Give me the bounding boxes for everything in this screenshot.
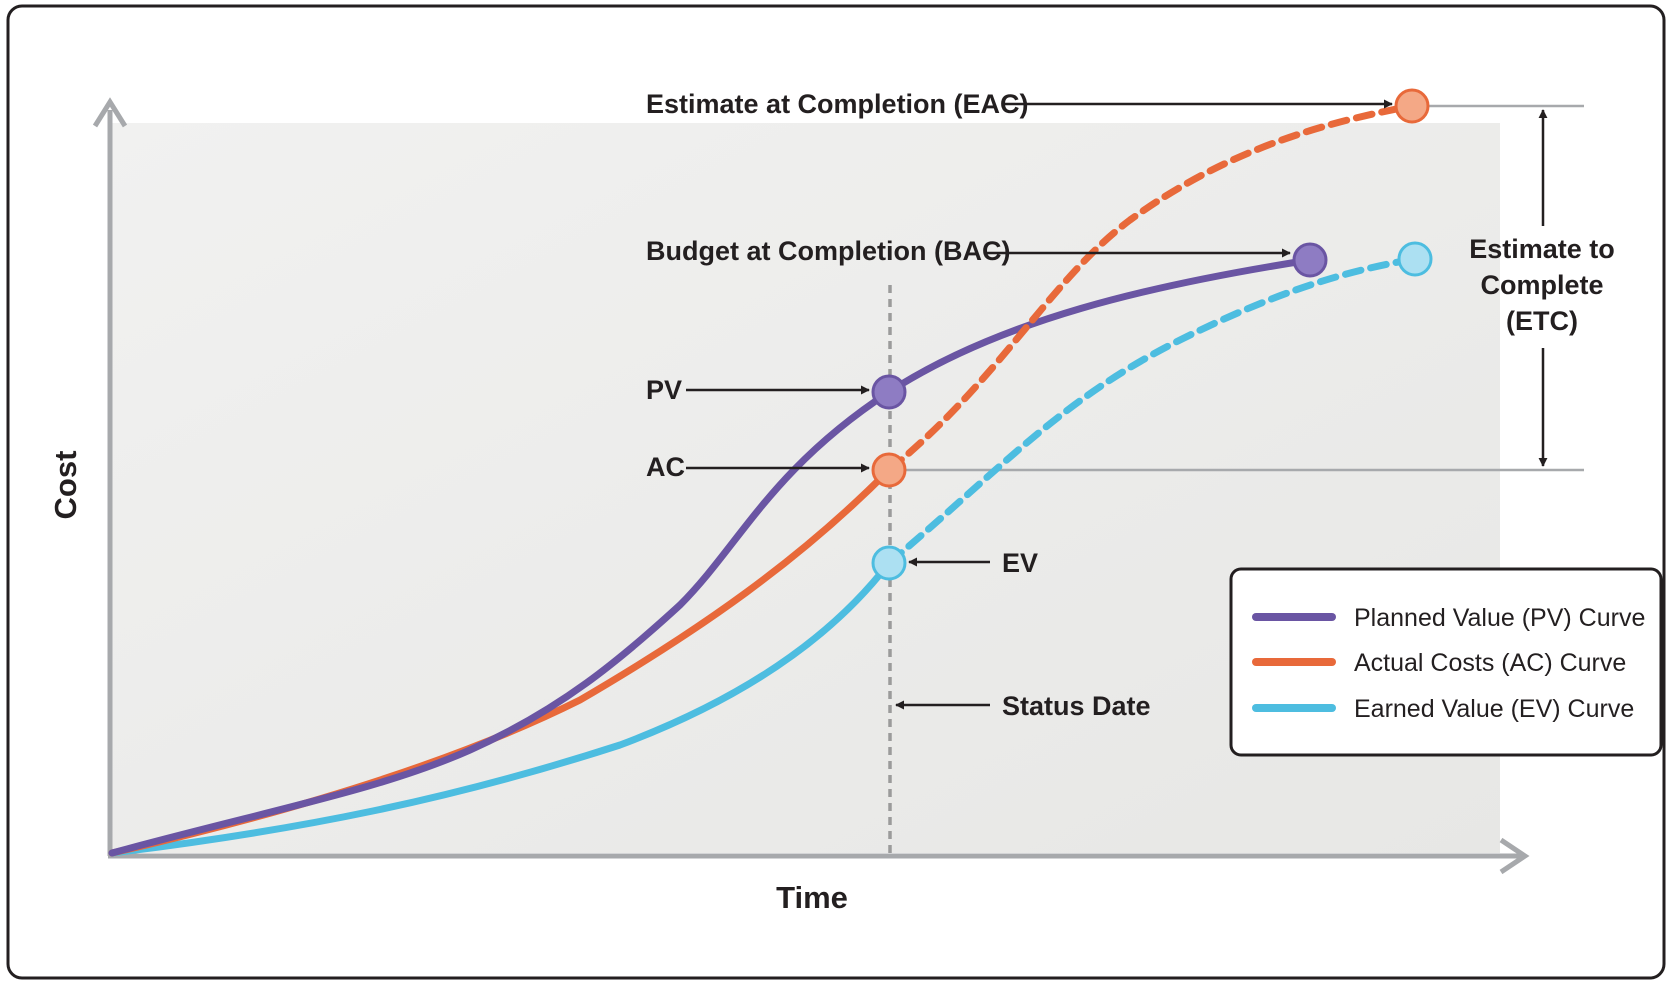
- ev-curve-forecast: [885, 255, 1419, 567]
- ev-marker: [871, 545, 907, 581]
- y-axis-arrow-icon: [92, 97, 128, 128]
- etc-label-line-3: (ETC): [1506, 306, 1578, 336]
- ev-completion-marker: [1397, 241, 1433, 277]
- bac-label: Budget at Completion (BAC): [646, 236, 1010, 266]
- pv-label: PV: [646, 375, 682, 405]
- ac-marker: [871, 452, 907, 488]
- etc-label-line-1: Estimate to: [1469, 234, 1615, 264]
- y-axis-title: Cost: [48, 451, 83, 520]
- etc-label-line-2: Complete: [1480, 270, 1603, 300]
- ac-curve-forecast: [885, 102, 1416, 474]
- legend-label-ac: Actual Costs (AC) Curve: [1354, 649, 1626, 677]
- eac-label: Estimate at Completion (EAC): [646, 89, 1029, 119]
- eac-marker: [1394, 88, 1430, 124]
- status-date-label: Status Date: [1002, 691, 1151, 721]
- bac-marker: [1292, 242, 1328, 278]
- x-axis-arrow-icon: [1499, 837, 1530, 875]
- legend-label-pv: Planned Value (PV) Curve: [1354, 604, 1645, 632]
- legend-box: [1229, 567, 1663, 757]
- x-axis-title: Time: [776, 880, 848, 915]
- ev-label: EV: [1002, 548, 1038, 578]
- legend-label-ev: Earned Value (EV) Curve: [1354, 695, 1634, 723]
- pv-curve-solid: [108, 256, 1314, 857]
- pv-marker: [871, 374, 907, 410]
- ac-label: AC: [646, 452, 685, 482]
- legend: Planned Value (PV) Curve Actual Costs (A…: [1229, 567, 1663, 757]
- ev-curve-solid: [108, 559, 893, 857]
